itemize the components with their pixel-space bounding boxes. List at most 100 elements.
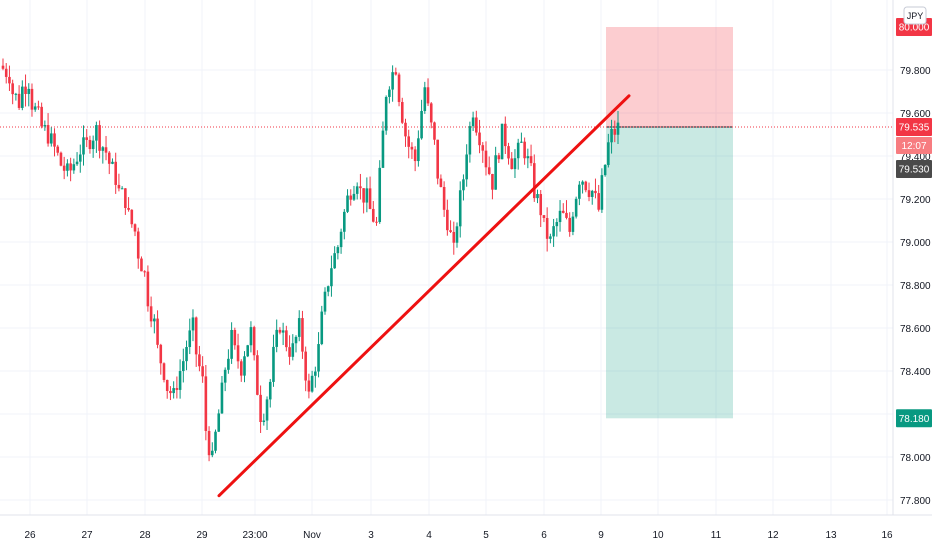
candle-body	[156, 318, 159, 345]
candle-body	[304, 351, 307, 381]
price-tick-label: 79.200	[900, 195, 931, 206]
candle-body	[21, 86, 24, 108]
candle-body	[14, 93, 18, 95]
take-profit-zone[interactable]	[606, 126, 733, 419]
candle-body	[497, 155, 501, 160]
candle-body	[120, 188, 124, 190]
last-close-tag-bg	[896, 160, 932, 179]
candle-body	[475, 117, 478, 133]
current-price-tag-text: 79.535	[899, 122, 930, 133]
candle-body	[85, 137, 89, 140]
price-axis[interactable]: 79.800 79.600 79.400 79.200 79.000 78.800 78.6…	[892, 0, 931, 515]
target-price-tag-text: 78.180	[899, 414, 930, 425]
candle-body	[545, 217, 549, 239]
candle-body	[439, 178, 443, 187]
stop-price-tag-text: 80.000	[899, 23, 930, 34]
time-tick-label: 11	[711, 530, 722, 541]
candle-body	[510, 158, 514, 170]
candle-body	[111, 161, 114, 164]
candle-body	[433, 122, 436, 140]
candle-body	[288, 347, 291, 357]
candle-body	[507, 146, 510, 159]
candle-body	[404, 122, 407, 137]
candle-body	[561, 210, 565, 213]
stop-loss-zone[interactable]	[606, 27, 733, 127]
target-price-tag-bg	[896, 409, 932, 428]
candle-body	[159, 344, 163, 364]
candle-body	[210, 450, 214, 456]
candle-body	[146, 271, 150, 307]
candle-body	[523, 141, 526, 159]
candle-body	[426, 87, 430, 104]
candle-body	[314, 371, 317, 376]
candle-body	[124, 188, 127, 208]
price-tick-label: 79.800	[900, 66, 931, 77]
candle-body	[281, 330, 285, 333]
candle-body	[185, 347, 188, 362]
candle-body	[330, 268, 333, 287]
candle-body	[27, 88, 31, 95]
candle-body	[98, 125, 101, 151]
candle-body	[198, 354, 201, 367]
candle-body	[82, 137, 85, 155]
time-tick-label: 3	[368, 530, 374, 541]
candle-body	[8, 76, 11, 84]
candle-body	[417, 138, 420, 162]
candle-body	[333, 253, 336, 269]
bar-countdown-tag-text: 12:07	[901, 141, 926, 152]
candle-body	[217, 413, 221, 432]
candle-body	[37, 106, 40, 108]
candle-body	[127, 207, 130, 210]
candle-body	[75, 161, 79, 165]
candle-body	[446, 209, 449, 231]
candle-body	[149, 306, 153, 322]
candle-body	[574, 198, 578, 217]
candle-body	[362, 188, 365, 203]
candle-body	[462, 179, 465, 191]
candle-body	[30, 88, 34, 110]
candle-body	[423, 87, 427, 111]
bar-countdown-tag: 12:07	[896, 136, 932, 154]
candle-body	[72, 164, 76, 171]
symbol-label-text: JPY	[907, 11, 924, 21]
candle-body	[323, 291, 327, 312]
candle-body	[175, 388, 179, 390]
candle-body	[153, 318, 156, 322]
candle-body	[613, 129, 617, 135]
candle-body	[539, 194, 543, 216]
candle-body	[169, 390, 172, 394]
candles	[1, 58, 620, 462]
candle-body	[259, 394, 262, 423]
price-tick-label: 78.800	[900, 281, 931, 292]
candle-body	[66, 163, 69, 171]
time-tick-label: Nov	[303, 530, 321, 541]
time-tick-label: 4	[426, 530, 432, 541]
candle-body	[265, 399, 269, 421]
candle-body	[388, 89, 391, 97]
candle-body	[59, 152, 63, 166]
symbol-label: JPY	[903, 6, 927, 25]
candle-body	[397, 74, 401, 103]
candle-body	[597, 193, 600, 210]
candle-body	[214, 431, 217, 451]
price-tags: 80.000 79.535 12:07 79.530 78.180 JPY	[896, 6, 932, 428]
candle-body	[182, 361, 185, 372]
time-axis[interactable]: 26 27 28 29 23:00 Nov 3 4 5 6 9 10 11 12 13 16	[24, 530, 893, 541]
candle-body	[420, 110, 423, 139]
price-tick-label: 78.000	[900, 453, 931, 464]
candle-body	[384, 96, 388, 131]
candle-body	[587, 190, 591, 197]
candle-body	[297, 318, 301, 337]
candle-body	[407, 136, 411, 147]
candle-body	[594, 190, 597, 194]
candle-body	[275, 329, 278, 347]
time-tick-label: 5	[483, 530, 489, 541]
bar-countdown-tag-bg	[896, 136, 932, 154]
price-tick-label: 79.000	[900, 238, 931, 249]
candle-body	[53, 133, 56, 147]
candle-body	[294, 336, 298, 344]
trend-line[interactable]	[217, 94, 631, 498]
candle-body	[371, 208, 375, 222]
candle-body	[571, 216, 575, 232]
